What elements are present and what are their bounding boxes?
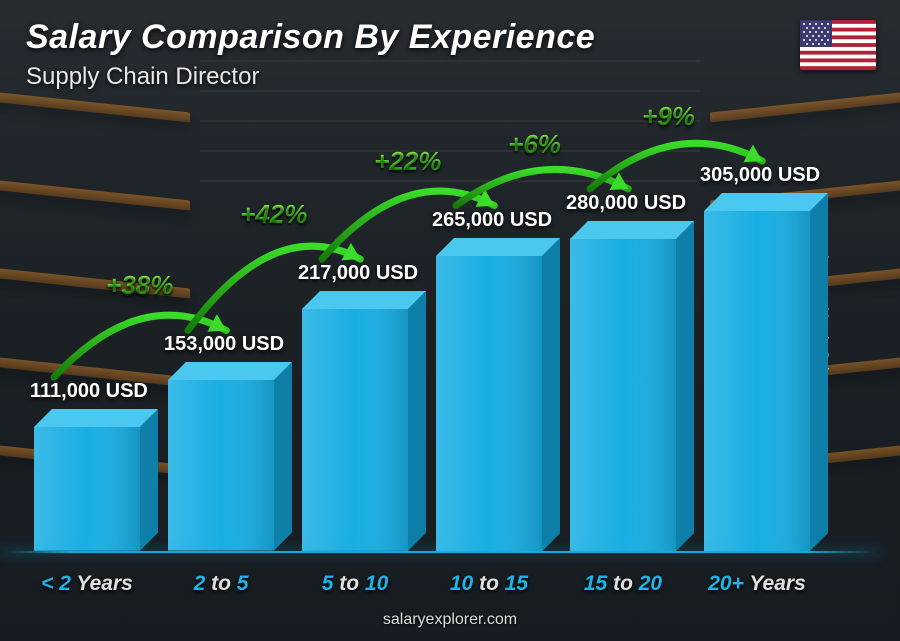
bar-category-label: < 2 Years [41, 572, 133, 596]
bar-category-label: 20+ Years [708, 572, 806, 596]
bar: 305,000 USD20+ Years [704, 211, 810, 551]
bar: 280,000 USD15 to 20 [570, 239, 676, 551]
bar-category-label: 2 to 5 [194, 572, 249, 596]
bar-value-label: 280,000 USD [566, 192, 686, 215]
bar-category-label: 10 to 15 [450, 572, 528, 596]
bar: 111,000 USD< 2 Years [34, 427, 140, 551]
bar: 153,000 USD2 to 5 [168, 380, 274, 551]
page-title: Salary Comparison By Experience [26, 18, 595, 57]
bar-value-label: 111,000 USD [30, 380, 148, 403]
delta-label: +22% [374, 146, 441, 177]
bar-value-label: 217,000 USD [298, 262, 418, 285]
page-subtitle: Supply Chain Director [26, 63, 595, 91]
bar: 217,000 USD5 to 10 [302, 309, 408, 551]
bar-value-label: 265,000 USD [432, 209, 552, 232]
footer-credit: salaryexplorer.com [0, 611, 900, 629]
delta-label: +38% [106, 270, 173, 301]
infographic-canvas: Salary Comparison By Experience Supply C… [0, 0, 900, 641]
bar-value-label: 305,000 USD [700, 164, 820, 187]
bar-value-label: 153,000 USD [164, 333, 284, 356]
bar-category-label: 5 to 10 [322, 572, 389, 596]
delta-label: +6% [508, 129, 561, 160]
delta-label: +42% [240, 199, 307, 230]
header: Salary Comparison By Experience Supply C… [26, 18, 595, 91]
usa-flag-icon [800, 20, 876, 70]
bar: 265,000 USD10 to 15 [436, 256, 542, 551]
salary-bar-chart: 111,000 USD< 2 Years 153,000 USD2 to 5 217… [28, 110, 850, 551]
bar-category-label: 15 to 20 [584, 572, 662, 596]
delta-label: +9% [642, 101, 695, 132]
chart-baseline [0, 551, 880, 553]
